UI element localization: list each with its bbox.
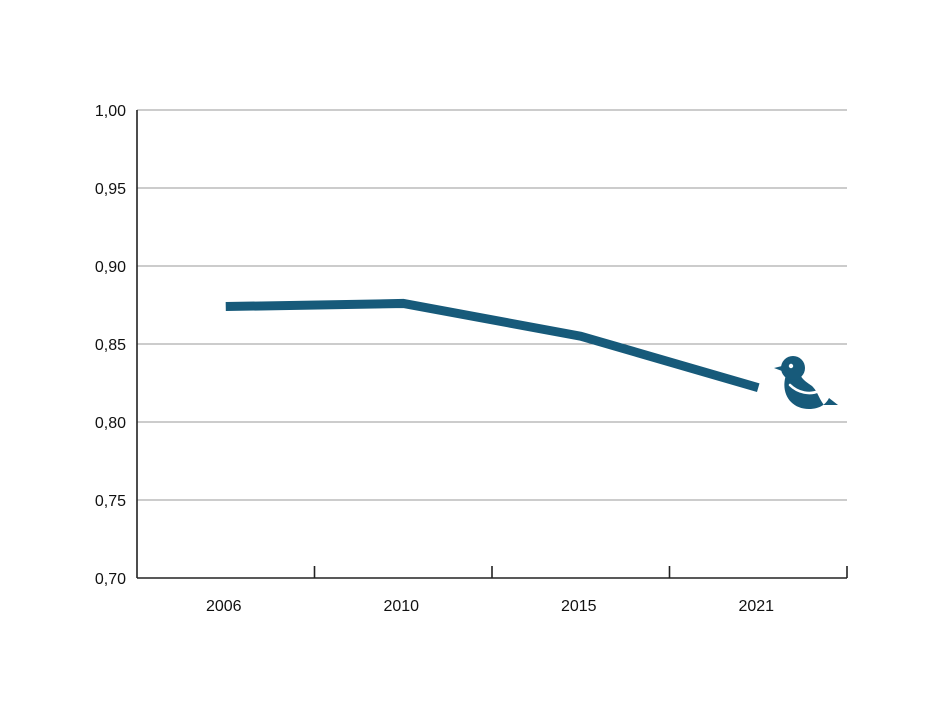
x-tick-label: 2021	[738, 598, 774, 615]
y-tick-label: 0,90	[95, 259, 126, 276]
y-tick-labels: 0,70 0,75 0,80 0,85 0,90 0,95 1,00	[95, 103, 126, 588]
x-tick-labels: 2006 2010 2015 2021	[206, 598, 774, 615]
y-tick-label: 1,00	[95, 103, 126, 120]
grid-lines	[137, 109, 847, 501]
x-tick-label: 2015	[561, 598, 597, 615]
series-layer	[225, 298, 760, 393]
bird-icon	[774, 356, 838, 409]
axes	[136, 110, 848, 579]
y-tick-label: 0,75	[95, 493, 126, 510]
y-tick-label: 0,95	[95, 181, 126, 198]
y-tick-label: 0,85	[95, 337, 126, 354]
x-tick-label: 2010	[383, 598, 419, 615]
y-tick-label: 0,80	[95, 415, 126, 432]
x-tick-label: 2006	[206, 598, 242, 615]
y-tick-label: 0,70	[95, 571, 126, 588]
series-line	[225, 298, 760, 393]
